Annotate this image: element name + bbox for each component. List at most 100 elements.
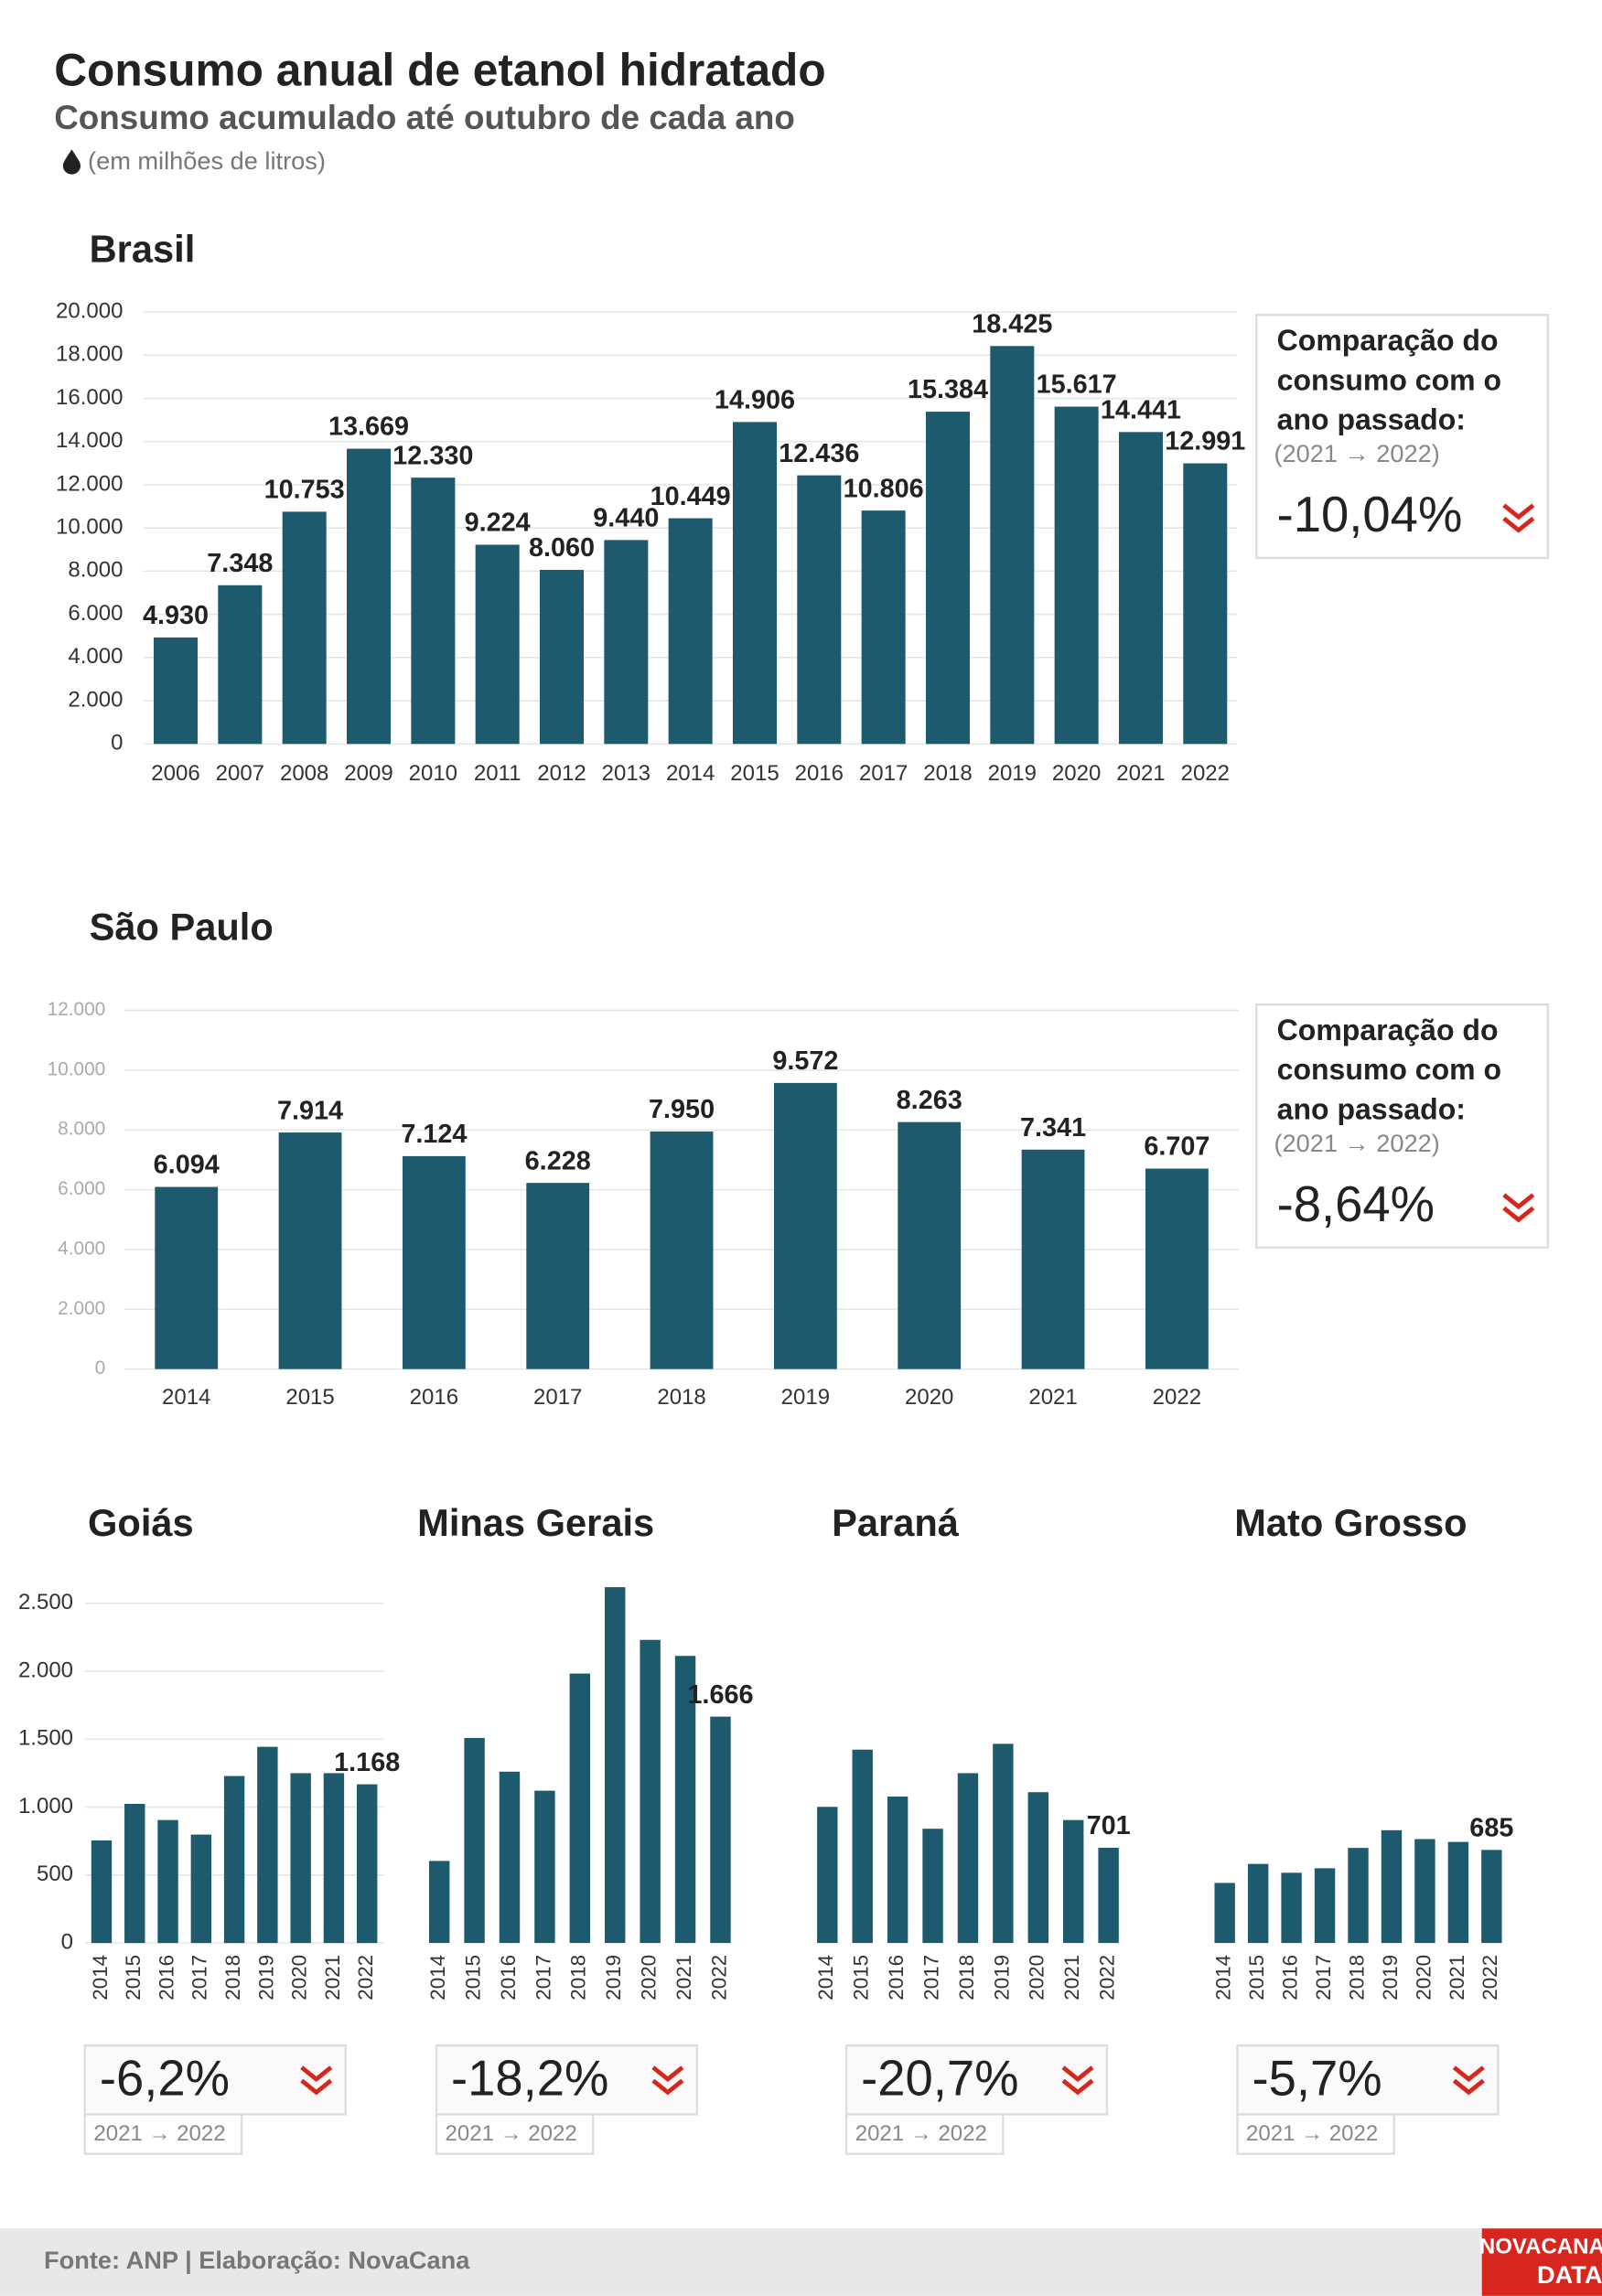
- x-tick-label: 2019: [602, 1955, 625, 2001]
- value-label: 701: [1087, 1811, 1131, 1840]
- bar: [1414, 1839, 1435, 1944]
- bar: [190, 1834, 212, 1944]
- bar: [1118, 432, 1163, 745]
- x-tick-label: 2006: [151, 761, 199, 786]
- bar: [1145, 1168, 1209, 1369]
- value-label: 13.669: [328, 413, 409, 442]
- footer-source: Fonte: ANP | Elaboração: NovaCana: [44, 2246, 470, 2274]
- y-tick-label: 20.000: [56, 298, 123, 323]
- chart-title: São Paulo: [90, 906, 274, 949]
- chevron: [1061, 2078, 1094, 2096]
- bar: [1281, 1872, 1302, 1944]
- bar: [674, 1656, 696, 1944]
- bar: [925, 412, 970, 745]
- value-label: 12.991: [1165, 427, 1245, 456]
- x-tick-label: 2022: [1096, 1955, 1119, 2001]
- bar: [290, 1773, 311, 1944]
- y-tick-label: 14.000: [56, 428, 123, 453]
- bar: [817, 1807, 838, 1944]
- bar: [668, 518, 713, 745]
- bar: [539, 569, 585, 745]
- comparison-box: [844, 2044, 1109, 2116]
- bar: [569, 1673, 591, 1944]
- comparison-change: -10,04%: [1277, 487, 1463, 542]
- bar: [1381, 1829, 1403, 1944]
- x-tick-label: 2016: [885, 1955, 908, 2001]
- x-tick-label: 2014: [162, 1385, 210, 1410]
- x-tick-label: 2022: [354, 1955, 377, 2001]
- chevron: [1502, 1206, 1535, 1223]
- bar: [1054, 406, 1099, 745]
- comparison-box: [1236, 2044, 1500, 2116]
- x-tick-label: 2020: [288, 1955, 311, 2001]
- x-tick-label: 2018: [657, 1385, 705, 1410]
- value-label: 14.441: [1101, 396, 1181, 425]
- x-tick-label: 2017: [188, 1955, 211, 2001]
- x-tick-label: 2015: [730, 761, 779, 786]
- value-label: 8.263: [897, 1086, 962, 1115]
- bar: [157, 1819, 178, 1944]
- x-tick-label: 2021: [1446, 1955, 1468, 2001]
- bar: [1021, 1149, 1085, 1369]
- comparison-period-box: [435, 2113, 595, 2155]
- value-label: 7.341: [1020, 1113, 1086, 1143]
- x-tick-label: 2015: [1245, 1955, 1268, 2001]
- y-tick-label: 1.000: [18, 1794, 73, 1819]
- comparison-period: 2021 → 2022: [93, 2121, 225, 2146]
- footer-band: [0, 2228, 1602, 2296]
- y-tick-label: 1.500: [18, 1726, 73, 1751]
- comparison-heading: consumo com o: [1277, 1053, 1501, 1086]
- logo-box: [1481, 2228, 1602, 2296]
- y-tick-label: 500: [37, 1861, 73, 1886]
- x-tick-label: 2007: [216, 761, 264, 786]
- chevron: [1061, 2065, 1094, 2083]
- bar: [1481, 1850, 1502, 1944]
- bar: [91, 1840, 113, 1944]
- x-tick-label: 2015: [461, 1955, 484, 2001]
- chevron: [1452, 2065, 1485, 2083]
- comparison-period: (2021 → 2022): [1274, 439, 1439, 467]
- y-tick-label: 18.000: [56, 342, 123, 367]
- x-tick-label: 2022: [1181, 761, 1230, 786]
- chevron: [1502, 1193, 1535, 1210]
- x-tick-label: 2013: [602, 761, 650, 786]
- comparison-heading: ano passado:: [1277, 1092, 1466, 1125]
- bar: [155, 1186, 219, 1369]
- bar: [1314, 1868, 1336, 1944]
- comparison-box: [83, 2044, 347, 2116]
- bar: [797, 475, 842, 745]
- x-tick-label: 2017: [919, 1955, 942, 2001]
- unit-note: (em milhões de litros): [88, 146, 326, 175]
- bar: [861, 510, 906, 745]
- logo-text: DATA: [1537, 2260, 1602, 2289]
- x-tick-label: 2015: [850, 1955, 873, 2001]
- value-label: 18.425: [972, 309, 1052, 338]
- bar: [650, 1131, 714, 1369]
- bar: [464, 1737, 485, 1944]
- x-tick-label: 2016: [155, 1955, 177, 2001]
- chart-title: Paraná: [832, 1501, 960, 1544]
- x-tick-label: 2019: [781, 1385, 830, 1410]
- y-tick-label: 12.000: [56, 471, 123, 496]
- comparison-change: -6,2%: [100, 2051, 230, 2107]
- y-tick-label: 2.500: [18, 1590, 73, 1615]
- y-tick-label: 12.000: [48, 999, 106, 1020]
- x-tick-label: 2021: [1028, 1385, 1077, 1410]
- comparison-box: [435, 2044, 699, 2116]
- y-tick-label: 8.000: [58, 1119, 105, 1140]
- bar: [922, 1829, 943, 1944]
- bar: [411, 477, 456, 745]
- x-tick-label: 2021: [321, 1955, 344, 2001]
- x-tick-label: 2020: [1052, 761, 1101, 786]
- value-label: 15.617: [1037, 370, 1117, 400]
- x-tick-label: 2022: [707, 1955, 730, 2001]
- x-tick-label: 2018: [567, 1955, 590, 2001]
- comparison-change: -20,7%: [861, 2051, 1018, 2107]
- x-tick-label: 2016: [497, 1955, 520, 2001]
- x-tick-label: 2018: [221, 1955, 244, 2001]
- chart-title: Brasil: [90, 227, 196, 270]
- value-label: 9.572: [772, 1046, 838, 1076]
- value-label: 10.806: [844, 474, 924, 503]
- bar: [898, 1121, 962, 1369]
